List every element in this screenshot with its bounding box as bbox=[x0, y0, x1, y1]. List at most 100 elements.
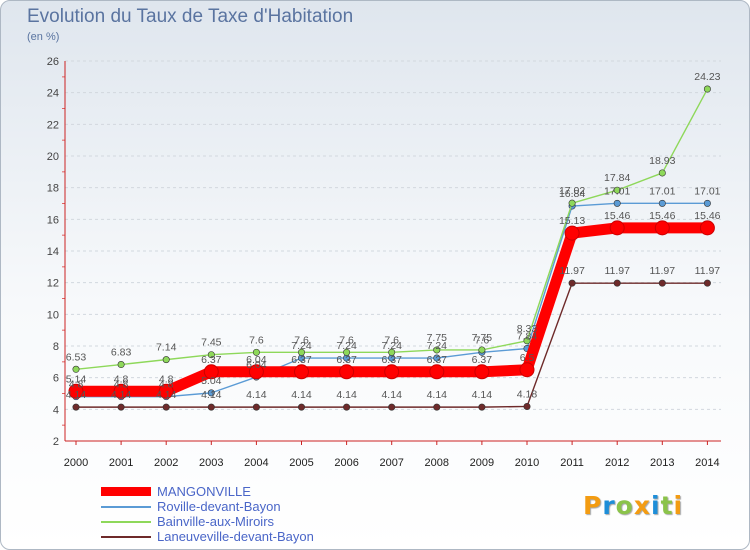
data-point bbox=[158, 383, 174, 399]
data-point bbox=[207, 389, 215, 397]
x-tick-label: 2013 bbox=[650, 457, 674, 469]
data-label: 4.14 bbox=[156, 389, 177, 401]
data-point bbox=[388, 403, 396, 411]
data-point bbox=[519, 362, 535, 378]
x-tick-label: 2011 bbox=[560, 457, 584, 469]
data-point bbox=[207, 403, 215, 411]
data-point bbox=[433, 346, 441, 354]
data-label: 4.8 bbox=[114, 373, 129, 385]
logo-letter: t bbox=[660, 491, 674, 520]
data-point bbox=[297, 403, 305, 411]
data-point bbox=[203, 364, 219, 380]
data-label: 7.45 bbox=[201, 337, 222, 349]
data-label: 4.14 bbox=[427, 389, 448, 401]
data-label: 7.75 bbox=[472, 332, 493, 344]
data-point bbox=[297, 348, 305, 356]
data-label: 15.46 bbox=[649, 210, 675, 222]
data-label: 6.04 bbox=[246, 354, 267, 366]
data-label: 7.84 bbox=[517, 331, 538, 343]
data-label: 7.24 bbox=[291, 340, 312, 352]
proxiti-logo: Proxiti bbox=[583, 491, 683, 520]
data-point bbox=[433, 403, 441, 411]
x-tick-label: 2002 bbox=[154, 457, 178, 469]
y-tick-label: 18 bbox=[47, 183, 59, 195]
data-point bbox=[162, 356, 170, 364]
data-point bbox=[523, 402, 531, 410]
data-label: 4.14 bbox=[336, 389, 357, 401]
data-point bbox=[523, 337, 531, 345]
data-label: 6.37 bbox=[201, 354, 222, 366]
data-label: 15.46 bbox=[604, 210, 630, 222]
data-label: 4.8 bbox=[159, 373, 174, 385]
data-label: 6.53 bbox=[66, 351, 87, 363]
data-label: 18.93 bbox=[649, 155, 675, 167]
data-point bbox=[568, 279, 576, 287]
y-tick-label: 6 bbox=[53, 373, 59, 385]
data-label: 7.6 bbox=[384, 334, 399, 346]
data-label: 7.6 bbox=[475, 334, 490, 346]
data-point bbox=[703, 279, 711, 287]
data-point bbox=[388, 348, 396, 356]
data-point bbox=[113, 383, 129, 399]
data-point bbox=[343, 403, 351, 411]
data-label: 4.8 bbox=[69, 379, 84, 391]
data-point bbox=[68, 383, 84, 399]
x-tick-label: 2001 bbox=[109, 457, 133, 469]
data-label: 11.97 bbox=[695, 265, 721, 277]
x-tick-label: 2014 bbox=[695, 457, 719, 469]
data-point bbox=[609, 220, 625, 236]
data-label: 17.01 bbox=[694, 185, 720, 197]
legend-item: Laneuveville-devant-Bayon bbox=[101, 529, 314, 544]
data-label: 17.84 bbox=[604, 172, 630, 184]
data-label: 4.14 bbox=[472, 389, 493, 401]
data-label: 4.14 bbox=[111, 389, 132, 401]
data-label: 17.01 bbox=[604, 185, 630, 197]
legend-label: Roville-devant-Bayon bbox=[157, 499, 281, 514]
data-label: 4.8 bbox=[159, 379, 174, 391]
legend-swatch bbox=[101, 487, 151, 496]
legend-label: Laneuveville-devant-Bayon bbox=[157, 529, 314, 544]
legend-item: Roville-devant-Bayon bbox=[101, 499, 314, 514]
data-label: 15.46 bbox=[694, 210, 720, 222]
logo-letter: o bbox=[615, 491, 634, 520]
data-point bbox=[658, 279, 666, 287]
x-tick-label: 2007 bbox=[379, 457, 403, 469]
y-tick-label: 20 bbox=[47, 151, 59, 163]
data-point bbox=[72, 403, 80, 411]
logo-letter: r bbox=[602, 491, 616, 520]
data-point bbox=[699, 220, 715, 236]
data-label: 6.37 bbox=[427, 354, 448, 366]
data-point bbox=[568, 199, 576, 207]
logo-letter: x bbox=[633, 491, 651, 520]
y-tick-label: 24 bbox=[47, 88, 59, 100]
data-label: 7.14 bbox=[156, 342, 177, 354]
data-label: 4.14 bbox=[291, 389, 312, 401]
data-point bbox=[613, 199, 621, 207]
data-point bbox=[339, 364, 355, 380]
data-label: 4.8 bbox=[114, 379, 129, 391]
data-point bbox=[429, 364, 445, 380]
legend-swatch bbox=[101, 535, 151, 538]
data-point bbox=[72, 365, 80, 373]
data-label: 5.04 bbox=[201, 375, 222, 387]
data-point bbox=[703, 85, 711, 93]
y-tick-label: 22 bbox=[47, 119, 59, 131]
data-label: 4.14 bbox=[66, 389, 87, 401]
data-label: 11.97 bbox=[604, 265, 630, 277]
x-tick-label: 2005 bbox=[289, 457, 313, 469]
y-tick-label: 14 bbox=[47, 246, 59, 258]
data-label: 15.13 bbox=[559, 215, 585, 227]
data-label: 8.33 bbox=[517, 323, 538, 335]
data-point bbox=[384, 364, 400, 380]
data-point bbox=[252, 403, 260, 411]
data-label: 4.14 bbox=[381, 389, 402, 401]
logo-letter: P bbox=[583, 491, 603, 520]
x-tick-label: 2000 bbox=[64, 457, 88, 469]
y-tick-label: 26 bbox=[47, 56, 59, 68]
data-point bbox=[564, 225, 580, 241]
logo-letter: i bbox=[651, 491, 661, 520]
data-label: 6.83 bbox=[111, 347, 132, 359]
data-point bbox=[343, 348, 351, 356]
y-tick-label: 10 bbox=[47, 309, 59, 321]
